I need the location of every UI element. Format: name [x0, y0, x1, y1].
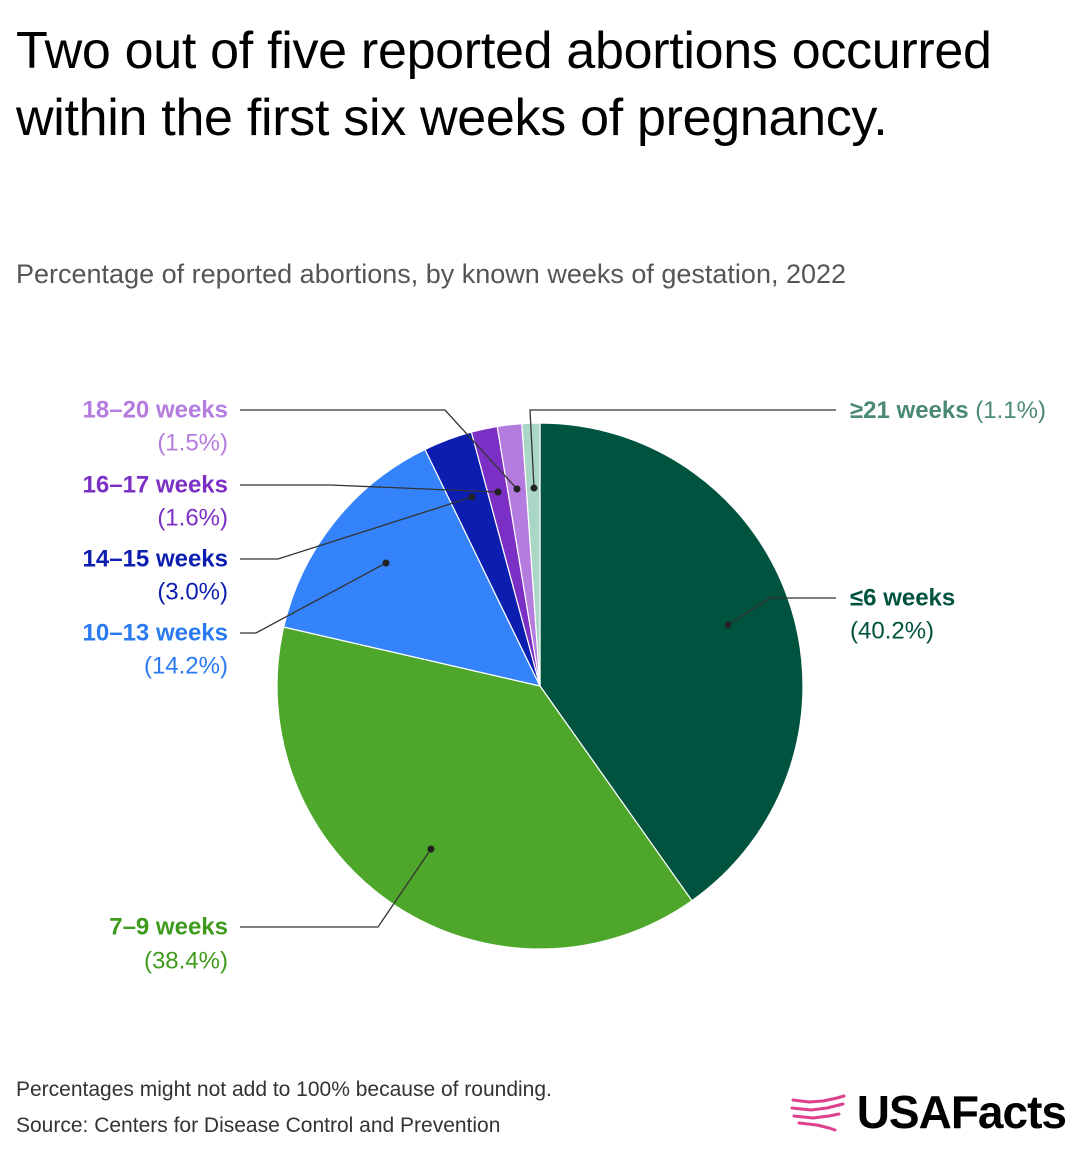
chart-subtitle: Percentage of reported abortions, by kno… — [16, 259, 847, 289]
usafacts-logo: USAFacts — [789, 1082, 1067, 1142]
slice-value-18-20-weeks: (1.5%) — [157, 430, 228, 457]
usa-map-icon — [790, 1094, 846, 1132]
leader-dot-14-15-weeks — [468, 493, 476, 501]
leader-line-7-9-weeks — [240, 848, 432, 928]
slice-value-10-13-weeks: (14.2%) — [144, 653, 228, 680]
leader-dot-16-17-weeks — [494, 488, 502, 496]
leader-line-ge-21-weeks — [529, 409, 836, 489]
slice-label-le-6-weeks: ≤6 weeks — [850, 585, 955, 612]
leader-dot-10-13-weeks — [382, 559, 390, 567]
slice-label-ge-21-weeks: ≥21 weeks (1.1%) — [850, 397, 1046, 424]
leader-dot-le-6-weeks — [724, 621, 732, 629]
leader-line-18-20-weeks — [240, 409, 518, 490]
slice-value-16-17-weeks: (1.6%) — [157, 505, 228, 532]
chart-title: Two out of five reported abortions occur… — [16, 22, 992, 147]
pie-slice-10-13-weeks — [282, 448, 542, 687]
slice-label-14-15-weeks: 14–15 weeks — [83, 546, 228, 573]
slice-label-18-20-weeks: 18–20 weeks — [83, 397, 228, 424]
footnote: Percentages might not add to 100% becaus… — [16, 1078, 552, 1101]
slice-value-7-9-weeks: (38.4%) — [144, 948, 228, 975]
slice-value-14-15-weeks: (3.0%) — [157, 579, 228, 606]
pie-slice-le-6-weeks — [539, 422, 804, 902]
pie-chart: ≤6 weeks (40.2%) 7–9 weeks (38.4%) 10–13 wee… — [83, 397, 1046, 975]
leader-line-14-15-weeks — [240, 496, 473, 560]
leader-dot-ge-21-weeks — [530, 484, 538, 492]
leader-line-le-6-weeks — [727, 597, 836, 626]
leader-line-16-17-weeks — [240, 484, 499, 493]
leader-dot-7-9-weeks — [427, 845, 435, 853]
leader-dot-18-20-weeks — [513, 485, 521, 493]
brand-name: USAFacts — [856, 1086, 1067, 1138]
leader-line-10-13-weeks — [240, 562, 387, 634]
slice-label-7-9-weeks: 7–9 weeks — [109, 914, 228, 941]
slice-value-le-6-weeks: (40.2%) — [850, 618, 934, 645]
source-note: Source: Centers for Disease Control and … — [16, 1114, 501, 1137]
slice-label-16-17-weeks: 16–17 weeks — [83, 472, 228, 499]
slice-label-10-13-weeks: 10–13 weeks — [83, 620, 228, 647]
